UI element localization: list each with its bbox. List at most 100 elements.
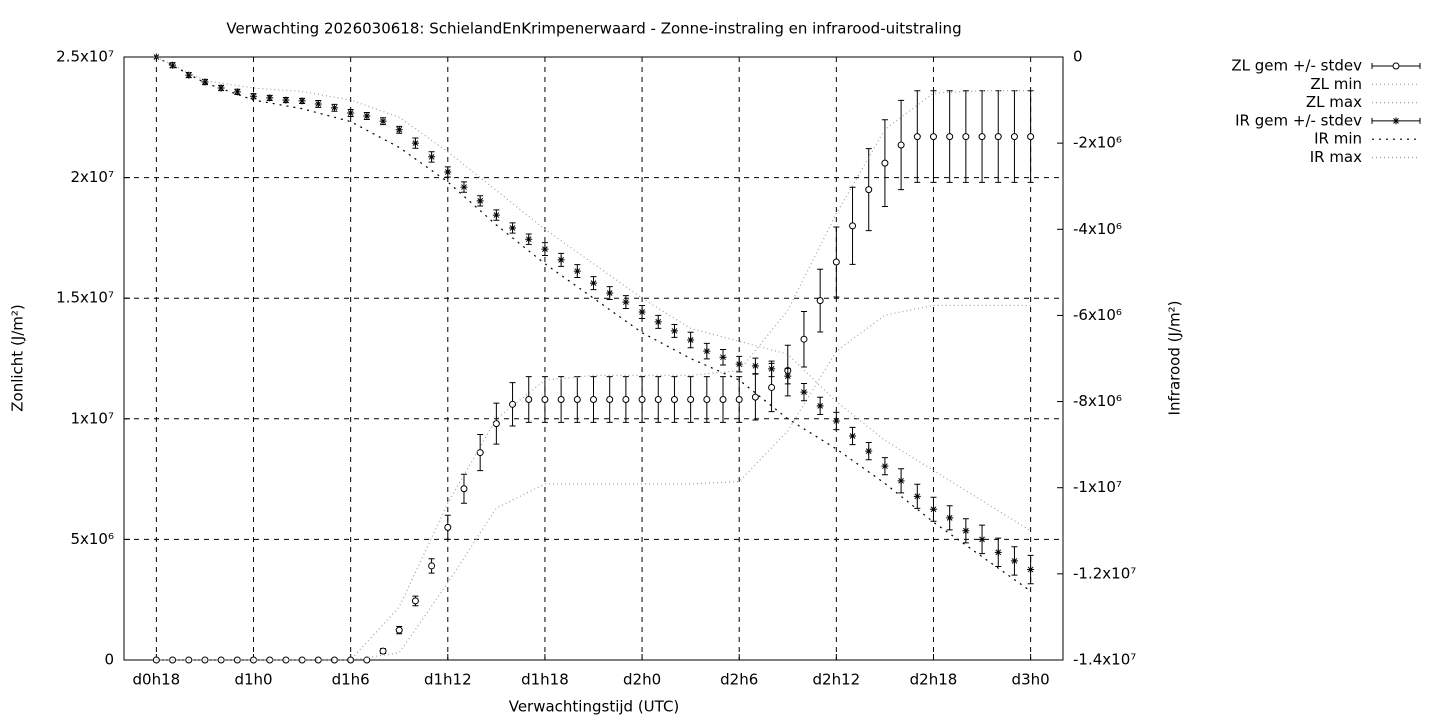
point [573, 267, 581, 275]
point [865, 186, 873, 194]
legend-label: ZL min [1310, 75, 1362, 93]
x-tick-label: d1h18 [521, 671, 569, 689]
point [832, 258, 840, 266]
point [541, 396, 549, 404]
x-tick-label: d2h0 [623, 671, 661, 689]
point [816, 297, 824, 305]
point [978, 535, 986, 543]
point [751, 393, 759, 401]
point [525, 235, 533, 243]
point [897, 477, 905, 485]
x-tick-label: d2h6 [720, 671, 758, 689]
point [654, 318, 662, 326]
point [169, 61, 177, 69]
point [233, 88, 241, 96]
point [768, 365, 776, 373]
point [250, 92, 258, 100]
point [670, 396, 678, 404]
point [1027, 133, 1035, 141]
point [719, 353, 727, 361]
point [703, 396, 711, 404]
point [962, 133, 970, 141]
legend-marker [1392, 62, 1400, 70]
point [590, 279, 597, 287]
point [460, 485, 468, 493]
point [330, 656, 338, 664]
point [314, 100, 322, 108]
point [881, 159, 889, 167]
legend-marker [1392, 117, 1400, 125]
y-tick-label: 2x10⁷ [70, 168, 114, 186]
point [428, 562, 436, 570]
legend-label: IR min [1314, 130, 1362, 148]
point [606, 289, 614, 297]
point [379, 117, 387, 125]
point [606, 396, 614, 404]
point [784, 372, 792, 380]
point [865, 447, 873, 455]
point [557, 396, 565, 404]
point [314, 656, 322, 664]
point [622, 396, 630, 404]
y-tick-label: 1.5x10⁷ [56, 289, 114, 307]
point [687, 396, 695, 404]
point [298, 656, 306, 664]
point [913, 492, 921, 500]
y-tick-label: 5x10⁶ [70, 530, 114, 548]
point [913, 133, 921, 141]
point [509, 400, 517, 408]
point [832, 417, 840, 425]
legend-label: IR max [1310, 148, 1362, 166]
point [492, 211, 500, 219]
point [962, 527, 970, 535]
point [638, 308, 646, 316]
point [735, 396, 743, 404]
y2-tick-label: -6x10⁶ [1073, 306, 1122, 324]
y2-tick-label: -4x10⁶ [1073, 220, 1122, 238]
point [395, 626, 403, 634]
point [395, 126, 403, 134]
plot-frame [123, 56, 1064, 661]
y2-tick-label: -2x10⁶ [1073, 134, 1122, 152]
series-line [156, 90, 1031, 661]
chart-title: Verwachting 2026030618: SchielandEnKrimp… [226, 20, 961, 38]
point [703, 347, 711, 355]
point [460, 183, 468, 191]
legend-label: ZL max [1306, 93, 1362, 111]
point [476, 197, 484, 205]
y2-tick-label: -1x10⁷ [1073, 478, 1122, 496]
point [800, 335, 808, 343]
point [1027, 566, 1035, 574]
legend-label: IR gem +/- stdev [1235, 111, 1362, 129]
point [946, 133, 954, 141]
point [330, 104, 338, 112]
series-line [156, 56, 1031, 532]
point [152, 53, 160, 61]
point [557, 256, 565, 264]
point [573, 396, 581, 404]
point [541, 245, 549, 253]
x-tick-label: d1h12 [424, 671, 472, 689]
series-line [156, 304, 1031, 661]
point [428, 153, 436, 161]
y-tick-label: 1x10⁷ [70, 409, 114, 427]
point [929, 505, 937, 513]
y-tick-label: 2.5x10⁷ [56, 48, 114, 66]
point [266, 656, 274, 664]
point [654, 396, 662, 404]
point [217, 84, 225, 92]
point [849, 432, 857, 440]
point [509, 224, 517, 232]
point [994, 548, 1002, 556]
x-tick-label: d1h6 [332, 671, 370, 689]
point [849, 222, 857, 230]
point [444, 523, 452, 531]
point [816, 402, 824, 410]
y2-tick-label: 0 [1073, 48, 1083, 66]
point [347, 109, 355, 117]
series-line [156, 56, 1031, 592]
point [946, 514, 954, 522]
point [379, 647, 387, 655]
point [298, 97, 306, 105]
